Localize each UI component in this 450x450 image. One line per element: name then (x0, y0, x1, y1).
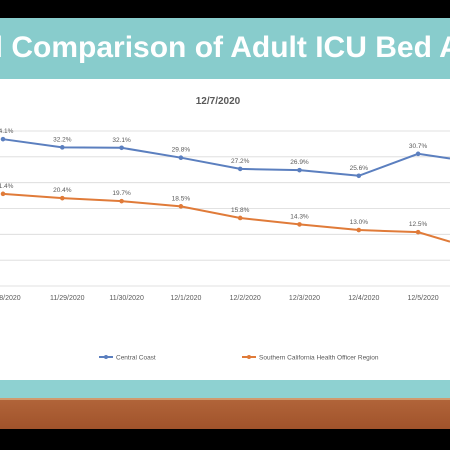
grid-lines (0, 130, 450, 287)
data-label: 18.5% (172, 195, 191, 202)
x-tick-label: 12/3/2020 (289, 295, 320, 302)
data-label: 29.8% (172, 147, 191, 154)
series-line (2, 138, 450, 177)
x-tick-label: 12/1/2020 (170, 295, 201, 302)
data-point (178, 204, 184, 209)
data-point (415, 229, 421, 235)
data-point (356, 227, 362, 233)
data-point (119, 198, 124, 204)
data-label: 25.6% (350, 165, 369, 172)
legend-swatch-marker (104, 355, 108, 359)
data-label: 26.9% (290, 159, 309, 166)
legend-label: Central Coast (116, 355, 156, 362)
legend-label: Southern California Health Officer Regio… (259, 355, 379, 362)
legend: Central Coast Southern California Health … (99, 355, 379, 362)
x-tick-label: 12/2/2020 (230, 295, 261, 302)
legend-swatch-marker (247, 355, 251, 359)
data-label: 32.1% (112, 137, 131, 144)
data-point (60, 145, 65, 150)
data-label: 4.1% (0, 128, 14, 135)
chart-title: 12/7/2020 (196, 96, 241, 107)
legend-item-0: Central Coast (99, 355, 156, 362)
data-label: 12.5% (409, 221, 428, 228)
footer-rust-band (0, 398, 450, 429)
x-tick-label: 28/2020 (0, 295, 21, 302)
x-tick-label: 11/29/2020 (50, 295, 85, 302)
title-band: al Comparison of Adult ICU Bed Av (0, 18, 450, 79)
data-point (237, 166, 243, 172)
x-tick-label: 12/4/2020 (348, 295, 379, 302)
data-label: 27.2% (231, 158, 250, 165)
legend-item-1: Southern California Health Officer Regio… (242, 355, 379, 362)
data-label: 14.3% (290, 213, 309, 220)
data-point (0, 136, 6, 142)
data-label: 19.7% (112, 190, 131, 197)
x-tick-label: 12/5/2020 (408, 295, 439, 302)
data-point (178, 155, 184, 160)
series-1: 1.4% 20.4% 19.7% 18.5% 15.8% 14.3% 13.0% 12.5% (0, 183, 450, 243)
series-layer: 4.1% 32.2% 32.1% 29.8% 27.2% 26.9% 25.6% 30.7% 1… (0, 128, 450, 243)
data-label: 13.0% (350, 219, 369, 226)
data-label: 15.8% (231, 207, 250, 214)
page-title: al Comparison of Adult ICU Bed Av (0, 31, 450, 64)
data-label: 30.7% (409, 143, 428, 150)
data-label: 32.2% (53, 136, 72, 143)
x-tick-label: 11/30/2020 (109, 295, 144, 302)
x-axis-ticks: 28/2020 11/29/2020 11/30/2020 12/1/2020 12/2… (0, 295, 439, 302)
data-point (415, 151, 421, 157)
data-point (237, 215, 243, 221)
series-0: 4.1% 32.2% 32.1% 29.8% 27.2% 26.9% 25.6% 30.7% (0, 128, 450, 179)
line-chart: 12/7/2020 4.1% 32.2% 32.1% 29.8% 27.2% 26.9% 2… (0, 96, 450, 362)
data-point (0, 191, 6, 197)
footer-teal-strip (0, 380, 450, 398)
data-point (297, 167, 302, 173)
data-label: 1.4% (0, 183, 14, 190)
data-point (119, 145, 124, 151)
data-point (60, 195, 65, 201)
slide: al Comparison of Adult ICU Bed Av 12/7/2… (0, 18, 450, 429)
data-point (356, 173, 362, 179)
footer-rust-highlight (0, 398, 450, 400)
data-point (297, 222, 302, 227)
data-label: 20.4% (53, 187, 72, 194)
